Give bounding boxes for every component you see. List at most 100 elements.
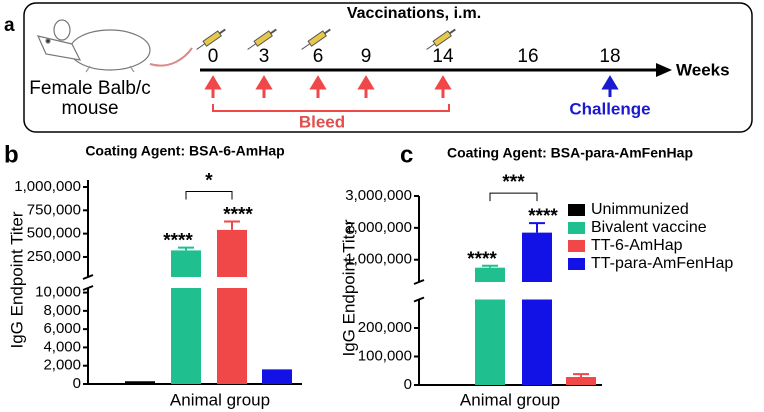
y-tick-label: 100,000 [358, 347, 412, 364]
syringe-needle [301, 43, 311, 50]
axis-break [413, 279, 425, 285]
bleed-arrow [434, 75, 452, 98]
syringe-needle [426, 43, 436, 50]
significance: **** [223, 205, 253, 226]
week-label: 9 [361, 46, 372, 67]
bleed-bracket [212, 104, 450, 112]
syringe [196, 28, 226, 50]
syringe-plunger [269, 28, 277, 35]
bleed-label: Bleed [299, 112, 345, 131]
y-tick-label: 8,000 [43, 302, 81, 319]
x-axis-label: Animal group [170, 390, 270, 409]
week-label: 6 [313, 46, 324, 67]
error-bar [224, 220, 240, 230]
legend-swatch [568, 240, 585, 252]
y-axis-label: IgG Endpoint Titer [339, 219, 358, 356]
y-tick-label: 500,000 [27, 225, 81, 242]
axis-break [413, 296, 425, 303]
timeline-box [23, 2, 753, 133]
syringe-barrel [307, 30, 327, 47]
y-tick-label: 3,000,000 [345, 187, 412, 204]
significance-bracket [185, 191, 233, 200]
syringe [426, 28, 456, 50]
timeline-title: Vaccinations, i.m. [347, 5, 481, 22]
significance: * [205, 171, 213, 192]
timeline-arrowhead [656, 63, 672, 77]
syringe-barrel [253, 30, 273, 47]
legend-label: TT-6-AmHap [591, 237, 683, 254]
y-tick-label: 0 [73, 375, 81, 392]
syringe-needle [196, 43, 206, 50]
error-bar [178, 246, 194, 251]
syringe-plunger [323, 28, 331, 35]
panel-label: a [4, 15, 15, 36]
syringe-plunger [448, 28, 456, 35]
significance: **** [528, 206, 558, 227]
bleed-arrow [357, 75, 375, 98]
chart-title: Coating Agent: BSA-para-AmFenHap [447, 145, 693, 161]
bar-lower [522, 299, 552, 385]
week-label: 3 [259, 46, 270, 67]
bar-upper [475, 267, 505, 282]
syringe-barrel [202, 30, 222, 47]
bar-lower [217, 288, 247, 384]
y-tick-label: 6,000 [43, 320, 81, 337]
week-label: 18 [599, 46, 620, 67]
x-axis-label: Animal group [460, 390, 560, 409]
syringe-needle [247, 43, 257, 50]
y-axis-label: IgG Endpoint Titer [7, 211, 26, 348]
y-tick-label: 0 [404, 376, 412, 393]
bleed-arrow [309, 75, 327, 98]
week-label: 14 [432, 46, 454, 67]
bar [262, 369, 292, 384]
bleed-arrow [255, 75, 273, 98]
bar-lower [171, 288, 201, 384]
challenge-label: Challenge [569, 99, 650, 118]
bar-upper [217, 229, 247, 277]
axis-break [82, 274, 94, 280]
mouse-label: Female Balb/c [29, 78, 150, 99]
axis-break [82, 285, 94, 291]
legend-swatch [568, 204, 585, 216]
panel-label: b [4, 141, 19, 168]
y-tick-label: 250,000 [27, 248, 81, 265]
panel-label: c [400, 141, 413, 168]
mouse-label: mouse [61, 98, 118, 119]
chart-title: Coating Agent: BSA-6-AmHap [85, 143, 284, 159]
bar [566, 377, 596, 385]
y-tick-label: 1,000,000 [345, 251, 412, 268]
bar-lower [475, 299, 505, 385]
y-tick-label: 750,000 [27, 201, 81, 218]
bar-upper [522, 232, 552, 282]
error-bar [482, 264, 498, 268]
legend-label: TT-para-AmFenHap [591, 255, 733, 272]
syringe [301, 28, 331, 50]
legend-swatch [568, 222, 585, 234]
mouse-icon [36, 19, 193, 73]
significance: **** [467, 249, 497, 270]
legend-label: Bivalent vaccine [591, 219, 707, 236]
bleed-arrow [204, 75, 222, 98]
significance: *** [502, 172, 525, 193]
legend-swatch [568, 258, 585, 270]
y-tick-label: 4,000 [43, 338, 81, 355]
syringe-plunger [218, 28, 226, 35]
syringe [247, 28, 277, 50]
y-tick-label: 1,000,000 [14, 178, 81, 195]
y-tick-label: 2,000,000 [345, 219, 412, 236]
timeline-axis-label: Weeks [676, 60, 730, 79]
y-tick-label: 2,000 [43, 357, 81, 374]
significance-bracket [489, 192, 538, 202]
error-bar [573, 373, 589, 378]
legend-label: Unimmunized [591, 201, 689, 218]
bar-upper [171, 250, 201, 277]
week-label: 0 [208, 46, 219, 67]
y-tick-label: 10,000 [35, 284, 81, 301]
error-bar [529, 222, 545, 233]
bar [125, 381, 155, 384]
week-label: 16 [517, 46, 538, 67]
challenge-arrow [601, 75, 619, 97]
y-tick-label: 200,000 [358, 319, 412, 336]
significance: **** [163, 231, 193, 252]
